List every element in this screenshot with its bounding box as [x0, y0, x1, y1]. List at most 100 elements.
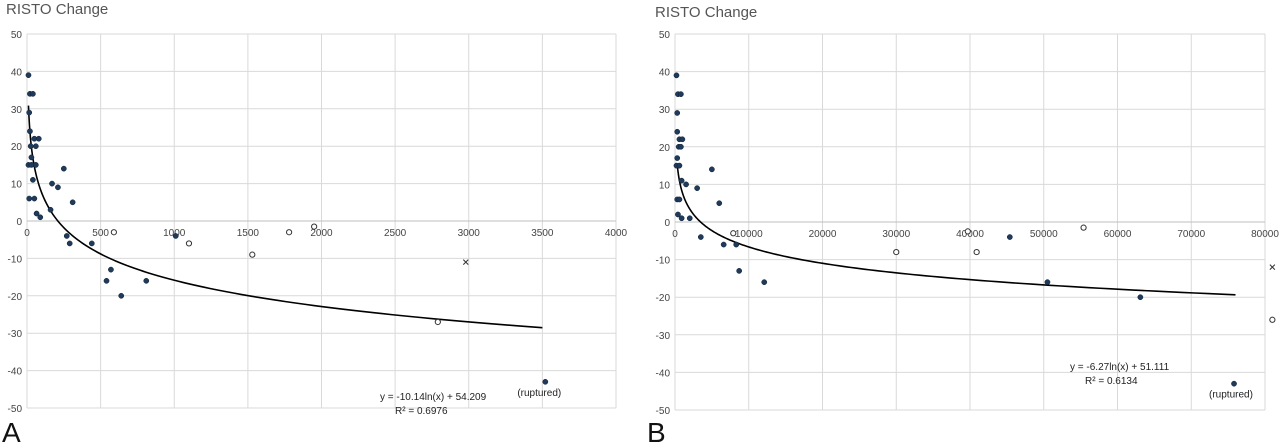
chart-title: RISTO Change	[6, 1, 108, 18]
x-tick-label: 4000	[605, 228, 628, 239]
data-point-filled	[676, 162, 683, 169]
x-tick-label: 0	[672, 229, 678, 240]
data-point-filled	[31, 195, 38, 202]
data-point-filled	[66, 240, 73, 247]
y-tick-label: 0	[664, 218, 670, 229]
x-tick-label: 3500	[531, 228, 554, 239]
data-point-filled	[1006, 234, 1013, 240]
ruptured-annotation: (ruptured)	[517, 388, 561, 399]
x-tick-label: 80000	[1251, 229, 1279, 240]
data-point-filled	[709, 166, 715, 173]
chart-panel-b: RISTO Change 0 10000 20000 30000 40000 50000 60…	[645, 0, 1280, 446]
data-point-filled	[694, 185, 700, 192]
data-point-filled	[733, 241, 740, 248]
y-tick-label: 10	[659, 180, 671, 191]
panel-label: B	[647, 417, 666, 446]
data-point-filled	[683, 181, 689, 188]
data-point-filled	[676, 196, 683, 203]
data-point-filled	[26, 109, 33, 116]
data-point-filled	[674, 110, 681, 116]
chart-title: RISTO Change	[655, 4, 757, 21]
y-tick-label: 20	[659, 143, 671, 154]
x-tick-label: 10000	[735, 229, 763, 240]
x-tick-label: 40000	[956, 229, 984, 240]
data-point-open	[1269, 316, 1276, 323]
data-point-open	[249, 251, 256, 258]
y-tick-label: 0	[16, 217, 22, 228]
y-tick-label: -10	[656, 256, 671, 267]
x-tick-label: 2500	[384, 228, 407, 239]
data-point-filled	[736, 268, 743, 274]
data-point-filled	[172, 233, 179, 239]
data-point-filled	[679, 136, 686, 143]
data-point-open	[434, 318, 441, 326]
y-tick-label: -30	[656, 331, 671, 342]
data-point-open	[311, 223, 318, 230]
data-point-filled	[143, 277, 150, 284]
trendline-r2: R² = 0.6976	[395, 406, 448, 417]
x-tick-label: 60000	[1104, 229, 1132, 240]
data-point-filled	[33, 210, 40, 217]
data-point-open	[893, 248, 900, 256]
y-tick-label: 50	[659, 30, 671, 41]
data-point-open	[1080, 224, 1087, 231]
data-point-filled	[697, 234, 704, 240]
data-point-filled	[108, 266, 114, 273]
x-tick-label: 2000	[310, 228, 333, 239]
data-point-filled	[25, 72, 32, 78]
y-tick-label: 20	[11, 142, 23, 153]
data-point-filled	[63, 233, 70, 239]
x-tick-label: 3000	[458, 228, 481, 239]
x-tick-label: 1500	[237, 228, 260, 239]
y-tick-label: 40	[659, 68, 671, 79]
data-point-filled	[118, 292, 125, 299]
data-point-filled	[32, 143, 39, 150]
trendline	[27, 105, 543, 329]
data-point-filled	[542, 378, 549, 385]
y-tick-label: -20	[656, 293, 671, 304]
trendline-r2: R² = 0.6134	[1085, 376, 1138, 387]
data-point-open	[730, 230, 737, 237]
x-tick-label: 20000	[809, 229, 837, 240]
data-point-filled	[675, 211, 681, 218]
data-point-filled	[35, 135, 42, 142]
y-tick-label: -10	[8, 254, 23, 265]
data-point-filled	[678, 143, 684, 150]
data-point-filled	[69, 199, 76, 206]
data-point-filled	[761, 279, 768, 286]
data-point-filled	[720, 241, 727, 248]
y-tick-label: -20	[8, 292, 23, 303]
chart-b-svg: RISTO Change 0 10000 20000 30000 40000 50000 60…	[647, 4, 1279, 446]
data-point-open	[185, 240, 193, 247]
y-tick-label: -40	[8, 367, 23, 378]
data-point-filled	[1137, 294, 1144, 301]
data-point-filled	[26, 195, 33, 202]
data-point-x	[1269, 264, 1276, 270]
trendline-equation: y = -6.27ln(x) + 51.111	[1070, 362, 1170, 373]
data-point-open	[110, 229, 117, 236]
panel-label: A	[2, 417, 21, 446]
trendline	[676, 164, 1236, 296]
data-point-filled	[678, 215, 685, 222]
data-point-filled	[716, 200, 723, 207]
data-point-filled	[28, 154, 35, 161]
data-point-filled	[27, 128, 33, 135]
chart-panel-a: RISTO Change 0 500 1000 1500 2000 2500 3000 3500…	[0, 0, 630, 446]
x-tick-label: 50000	[1030, 229, 1058, 240]
data-point-filled	[55, 184, 61, 191]
y-tick-label: -30	[8, 329, 23, 340]
data-point-open	[964, 228, 971, 235]
data-point-filled	[678, 91, 684, 98]
data-point-filled	[49, 180, 55, 187]
y-tick-label: 40	[11, 67, 23, 78]
data-point-filled	[674, 128, 681, 135]
data-point-filled	[103, 277, 110, 284]
ruptured-annotation: (ruptured)	[1209, 390, 1253, 401]
data-point-filled	[88, 240, 95, 247]
data-point-filled	[1044, 279, 1051, 286]
y-tick-label: -40	[656, 368, 671, 379]
x-tick-label: 500	[92, 228, 109, 239]
data-point-filled	[1231, 380, 1237, 387]
y-tick-label: -50	[8, 404, 23, 415]
